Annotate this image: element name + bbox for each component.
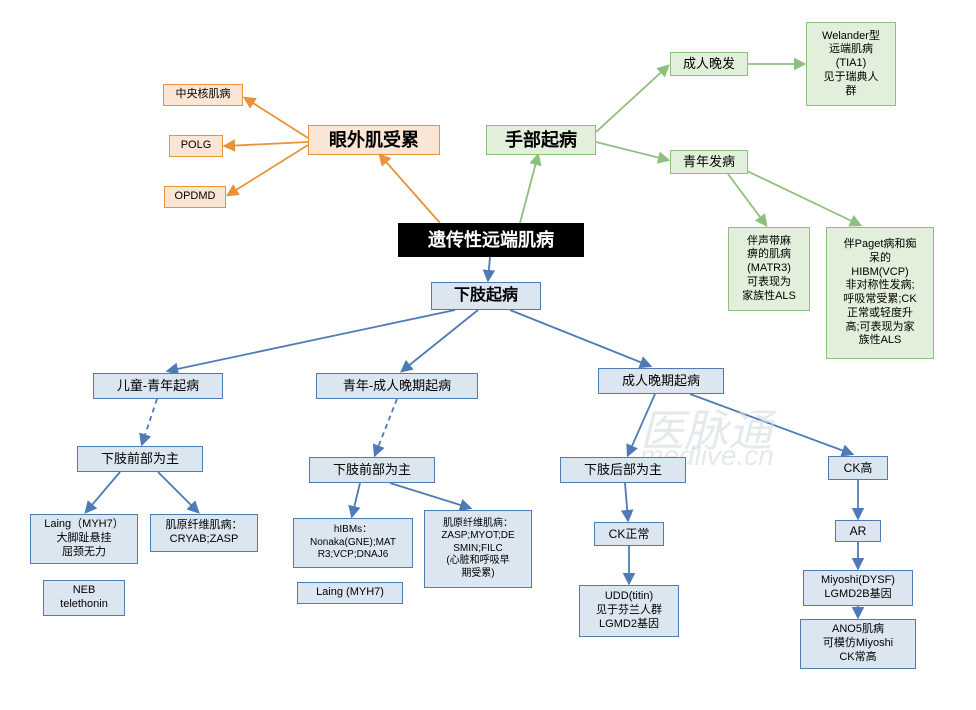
- node-polg: POLG: [169, 135, 223, 157]
- node-hibm: 伴Paget病和痴 呆的 HIBM(VCP) 非对称性发病; 呼吸常受累;CK …: [826, 227, 934, 359]
- edge-anterior2-zasp: [390, 483, 470, 508]
- edge-adult_late2-posterior: [628, 394, 655, 455]
- node-laing2: Laing (MYH7): [297, 582, 403, 604]
- edge-lower_limb-child_young: [168, 310, 455, 371]
- edge-root-eye: [380, 155, 440, 223]
- edge-root-hand: [520, 155, 538, 223]
- node-anterior2: 下肢前部为主: [309, 457, 435, 483]
- edge-eye-opdmd: [228, 145, 308, 195]
- node-hibms: hIBMs： Nonaka(GNE);MAT R3;VCP;DNAJ6: [293, 518, 413, 568]
- node-adult_late1: 成人晚发: [670, 52, 748, 76]
- node-adult_late2: 成人晚期起病: [598, 368, 724, 394]
- node-lower_limb: 下肢起病: [431, 282, 541, 310]
- edge-lower_limb-adult_late2: [510, 310, 650, 366]
- node-welander: Welander型 远端肌病 (TIA1) 见于瑞典人 群: [806, 22, 896, 106]
- node-ano5: ANO5肌病 可模仿Miyoshi CK常高: [800, 619, 916, 669]
- edge-posterior-ck_normal: [625, 483, 628, 520]
- node-eye: 眼外肌受累: [308, 125, 440, 155]
- edge-eye-polg: [225, 142, 308, 146]
- edge-anterior2-hibms: [352, 483, 360, 516]
- edge-adult_late2-ck_high: [690, 394, 852, 454]
- edge-young_adult-anterior2: [375, 399, 397, 455]
- node-laing1: Laing（MYH7） 大脚趾悬挂 屈颈无力: [30, 514, 138, 564]
- node-posterior: 下肢后部为主: [560, 457, 686, 483]
- edge-hand-young_onset: [596, 142, 668, 160]
- node-udd: UDD(titin) 见于芬兰人群 LGMD2基因: [579, 585, 679, 637]
- edge-young_onset-hibm: [745, 170, 860, 225]
- edge-hand-adult_late1: [596, 66, 668, 132]
- node-ck_normal: CK正常: [594, 522, 664, 546]
- node-cryab: 肌原纤维肌病： CRYAB;ZASP: [150, 514, 258, 552]
- node-young_onset: 青年发病: [670, 150, 748, 174]
- node-anterior1: 下肢前部为主: [77, 446, 203, 472]
- node-neb: NEB telethonin: [43, 580, 125, 616]
- node-central_core: 中央核肌病: [163, 84, 243, 106]
- node-root: 遗传性远端肌病: [398, 223, 584, 257]
- edge-anterior1-laing1: [86, 472, 120, 512]
- edge-anterior1-cryab: [158, 472, 198, 512]
- node-miyoshi: Miyoshi(DYSF) LGMD2B基因: [803, 570, 913, 606]
- node-ar: AR: [835, 520, 881, 542]
- node-matr3: 伴声带麻 痹的肌病 (MATR3) 可表现为 家族性ALS: [728, 227, 810, 311]
- node-hand: 手部起病: [486, 125, 596, 155]
- node-zasp: 肌原纤维肌病： ZASP;MYOT;DE SMIN;FILC (心脏和呼吸早 期…: [424, 510, 532, 588]
- edge-young_onset-matr3: [728, 174, 766, 225]
- node-ck_high: CK高: [828, 456, 888, 480]
- edge-child_young-anterior1: [142, 399, 157, 444]
- edge-root-lower_limb: [488, 257, 490, 280]
- edge-eye-central_core: [245, 98, 308, 138]
- node-opdmd: OPDMD: [164, 186, 226, 208]
- node-child_young: 儿童-青年起病: [93, 373, 223, 399]
- node-young_adult: 青年-成人晚期起病: [316, 373, 478, 399]
